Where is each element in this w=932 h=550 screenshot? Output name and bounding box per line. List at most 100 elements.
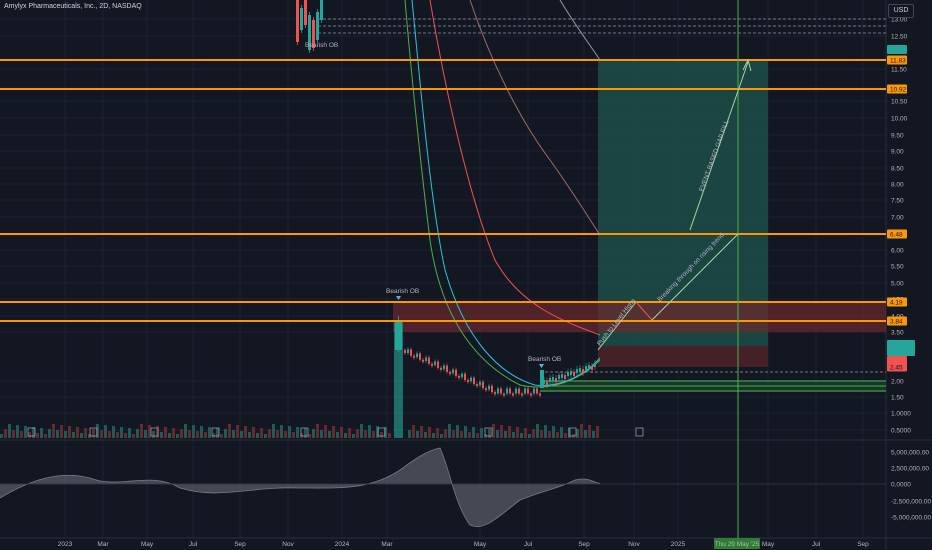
volume-bar [524,428,527,438]
currency-button[interactable]: USD [888,4,914,18]
candle-body [296,0,299,42]
ma-cyan-line [411,0,601,386]
candle-body [482,381,484,389]
volume-bar [140,424,143,438]
volume-bar [520,433,523,438]
volume-bar [448,424,451,438]
symbol-title[interactable]: Amylyx Pharmaceuticals, Inc., 2D, NASDAQ [4,3,142,10]
candle-body [422,359,424,362]
price-tick-label: 10.00 [891,116,908,123]
time-tick-label: Mar [381,541,393,548]
volume-bar [416,431,419,438]
candle-body [555,378,557,382]
time-tick-label: Sep [578,541,590,548]
volume-bar [296,427,299,438]
volume-bar [248,432,251,438]
candle-body [407,349,409,353]
bearish-ob-label: Bearish OB [386,288,419,295]
price-tag-bg [887,297,907,307]
volume-bar [36,433,39,438]
candle-body [425,357,427,362]
candle-body [410,349,412,356]
volume-bar [40,428,43,438]
volume-bar [544,425,547,438]
earnings-marker-icon [89,427,98,437]
volume-bar [548,431,551,438]
candle-body [533,388,535,394]
candle-body [316,12,319,40]
candle-body [527,388,529,394]
price-tag-bg [887,316,907,326]
stop-zone [598,346,768,367]
volume-bar [476,433,479,438]
price-tick-label: 1.50 [891,395,904,402]
arrowhead-icon [742,58,752,72]
candle-body [503,393,505,396]
volume-bar [556,432,559,438]
oscillator-tick-label: -2,500,000.00 [891,499,932,506]
price-tick-label: 7.50 [891,198,904,205]
volume-bar [500,425,503,438]
volume-bar [184,424,187,438]
ma-gray-line [559,0,601,61]
candle-body [585,366,587,370]
volume-bar [32,427,35,438]
time-tick-label: Jul [524,541,533,548]
volume-bar [8,424,11,438]
candle-body [416,353,418,358]
price-tag-label: 6.48 [890,232,903,239]
candle-body [312,20,315,48]
time-tick-label: Mar [97,541,109,548]
projection-line [651,233,739,321]
candle-body [509,388,511,394]
volume-bar [4,429,7,438]
candle-body [455,369,457,376]
volume-bar [496,430,499,438]
price-tick-label: 10.50 [891,99,908,106]
volume-bar [356,429,359,438]
price-tick-label: 9.00 [891,149,904,156]
volume-bar [408,430,411,438]
volume-bar [220,434,223,438]
time-tick-label: Jul [812,541,821,548]
bearish-ob-label: Bearish OB [528,356,561,363]
volume-bar [488,429,491,438]
candle-body [546,381,548,385]
volume-bar [436,428,439,438]
earnings-marker-icon [211,427,220,437]
volume-bar [432,433,435,438]
time-tick-label: 2024 [335,541,350,548]
price-tag-label: 4.19 [890,300,903,307]
down-marker-icon [396,296,401,300]
volume-bar [20,431,23,438]
candle-body [576,369,578,373]
candle-body [570,371,572,375]
gap-fill-arrow [689,61,749,231]
oscillator-tick-label: 0.0000 [891,482,911,489]
volume-bar [200,426,203,438]
volume-bar [440,434,443,438]
volume-bar [124,433,127,438]
candle-body [404,350,406,353]
volume-bar [560,427,563,438]
volume-bar [160,432,163,438]
candle-body [536,388,538,394]
candle-body [488,385,490,390]
volume-bar [596,426,599,438]
oscillator-tick-label: 2,500,000.00 [891,466,929,473]
volume-bar [116,432,119,438]
volume-bar [480,428,483,438]
volume-bar [212,433,215,438]
volume-bar [576,429,579,438]
projection-line [635,301,653,321]
volume-bar [564,433,567,438]
price-tick-label: 8.50 [891,166,904,173]
volume-bar [508,426,511,438]
volume-bar [284,431,287,438]
volume-bar [152,431,155,438]
candle-body [300,8,303,30]
volume-bar [380,432,383,438]
volume-bar [24,426,27,438]
